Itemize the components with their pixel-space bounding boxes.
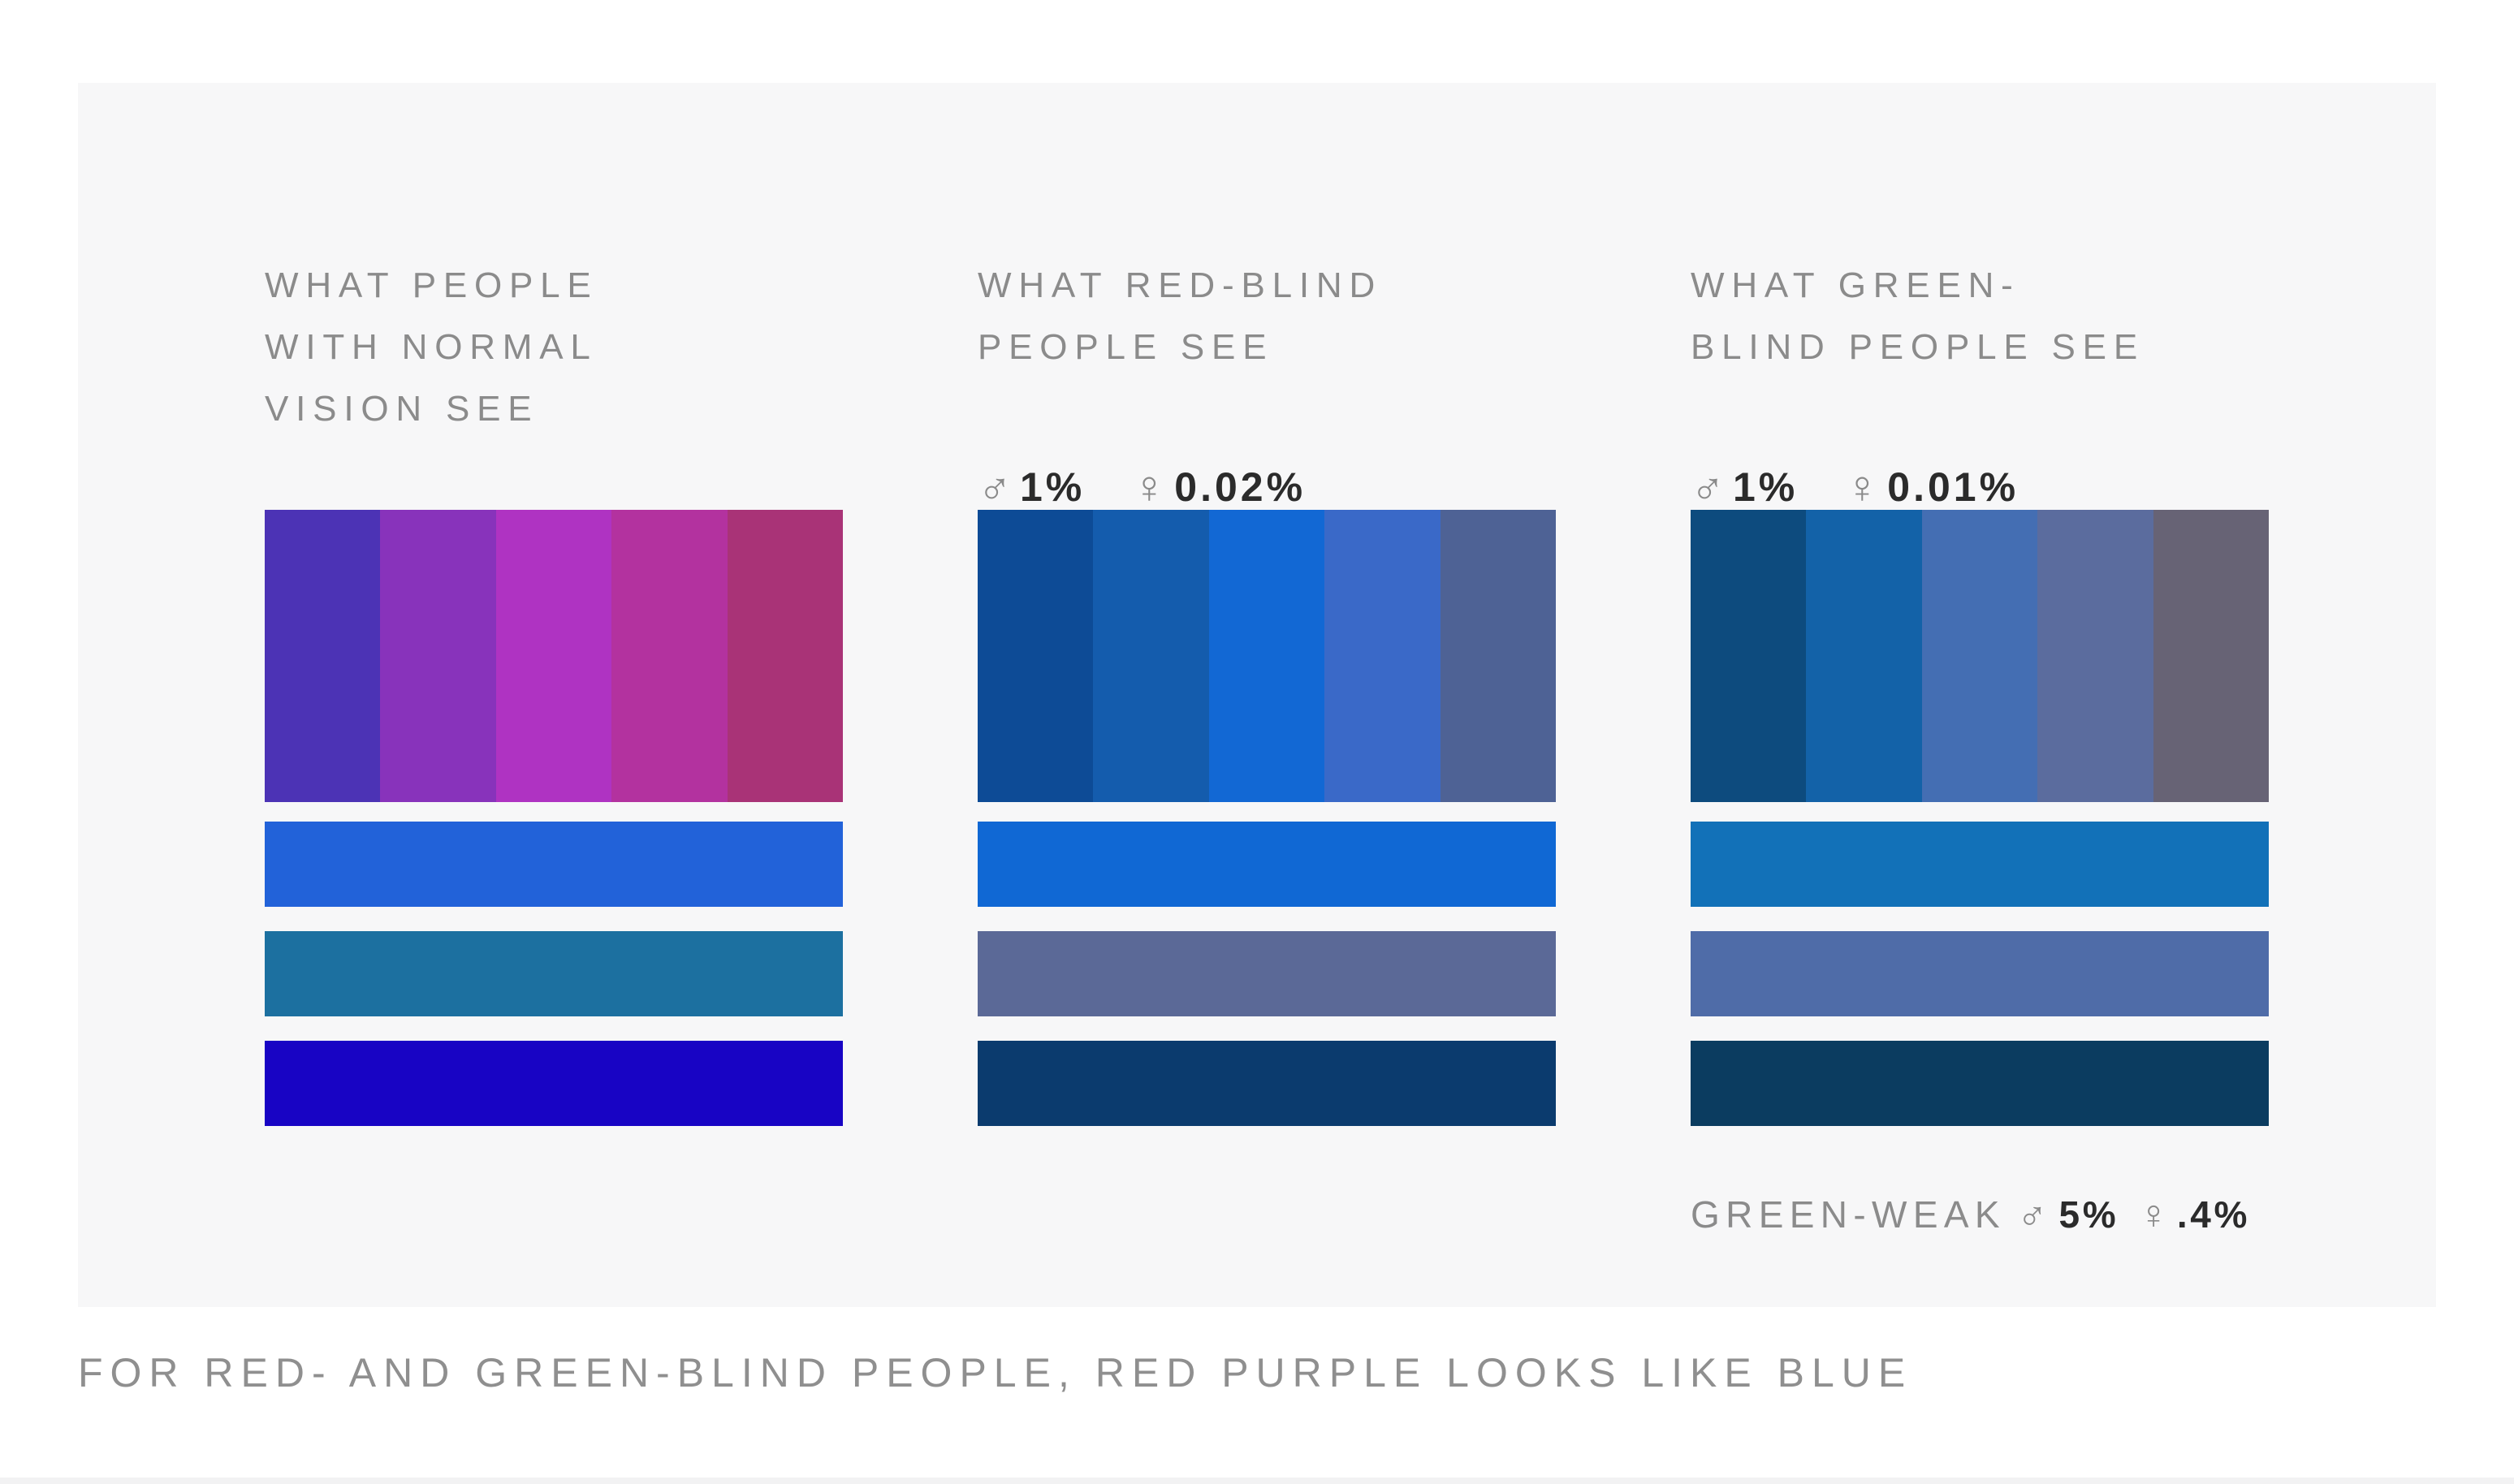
panel-title-line: VISION SEE <box>265 389 539 429</box>
green-weak-male-percentage: 5% <box>2058 1193 2119 1236</box>
panel-title: WHAT GREEN- BLIND PEOPLE SEE <box>1691 255 2145 378</box>
color-swatch <box>1093 510 1209 802</box>
panel-green-blind: WHAT GREEN- BLIND PEOPLE SEE ♂ 1% ♀ 0.01… <box>1691 83 2270 1307</box>
color-swatch <box>1208 510 1325 802</box>
prevalence-stats: ♂ 1% ♀ 0.01% <box>1691 461 2019 512</box>
female-stat: ♀ 0.01% <box>1845 461 2019 512</box>
color-swatch <box>380 510 496 802</box>
color-swatch <box>1921 510 2038 802</box>
color-swatch <box>1324 510 1441 802</box>
color-bar-stack <box>978 822 1556 1126</box>
panel-title-line: WHAT PEOPLE <box>265 265 598 305</box>
female-percentage: 0.01% <box>1887 464 2019 510</box>
color-swatch <box>265 510 381 802</box>
color-swatch <box>978 1041 1556 1126</box>
male-percentage: 1% <box>1733 464 1799 510</box>
panel-title: WHAT RED-BLIND PEOPLE SEE <box>978 255 1382 378</box>
color-swatch <box>1691 822 2269 907</box>
color-swatch <box>978 510 1094 802</box>
panel-title-line: WHAT GREEN- <box>1691 265 2020 305</box>
color-stripe-block <box>1691 510 2270 802</box>
panel-title-line: WHAT RED-BLIND <box>978 265 1383 305</box>
color-swatch <box>1691 1041 2269 1126</box>
bottom-edge-strip <box>0 1478 2514 1484</box>
female-icon: ♀ <box>1845 461 1880 512</box>
color-swatch <box>265 822 843 907</box>
color-swatch <box>611 510 728 802</box>
green-weak-stats: GREEN-WEAK ♂ 5% ♀ .4% <box>1691 1192 2250 1237</box>
caption-text: FOR RED- AND GREEN-BLIND PEOPLE, RED PUR… <box>78 1350 1913 1396</box>
female-icon: ♀ <box>1132 461 1167 512</box>
color-swatch <box>265 931 843 1016</box>
male-percentage: 1% <box>1020 464 1086 510</box>
green-weak-female-percentage: .4% <box>2176 1193 2251 1236</box>
panel-title: WHAT PEOPLE WITH NORMAL VISION SEE <box>265 255 598 440</box>
male-icon: ♂ <box>1691 461 1725 512</box>
male-icon: ♂ <box>2016 1192 2048 1237</box>
color-swatch <box>1440 510 1557 802</box>
color-swatch <box>1691 931 2269 1016</box>
color-swatch <box>1806 510 1922 802</box>
color-swatch <box>727 510 844 802</box>
male-stat: ♂ 1% <box>978 461 1086 512</box>
color-bar-stack <box>1691 822 2269 1126</box>
panel-title-line: WITH NORMAL <box>265 327 598 367</box>
color-bar-stack <box>265 822 843 1126</box>
green-weak-female-stat: ♀ .4% <box>2138 1192 2250 1237</box>
panel-red-blind: WHAT RED-BLIND PEOPLE SEE ♂ 1% ♀ 0.02% <box>978 83 1557 1307</box>
color-swatch <box>1691 510 1807 802</box>
color-swatch <box>2153 510 2270 802</box>
color-swatch <box>495 510 612 802</box>
panel-title-line: BLIND PEOPLE SEE <box>1691 327 2145 367</box>
prevalence-stats: ♂ 1% ♀ 0.02% <box>978 461 1307 512</box>
panel-normal-vision: WHAT PEOPLE WITH NORMAL VISION SEE <box>265 83 844 1307</box>
color-swatch <box>2037 510 2153 802</box>
color-swatch <box>978 931 1556 1016</box>
green-weak-label: GREEN-WEAK <box>1691 1193 2006 1236</box>
male-icon: ♂ <box>978 461 1012 512</box>
swatch-comparison-card: WHAT PEOPLE WITH NORMAL VISION SEE WHAT … <box>78 83 2436 1307</box>
female-icon: ♀ <box>2138 1192 2169 1237</box>
female-stat: ♀ 0.02% <box>1132 461 1307 512</box>
panel-title-line: PEOPLE SEE <box>978 327 1274 367</box>
color-swatch <box>265 1041 843 1126</box>
male-stat: ♂ 1% <box>1691 461 1799 512</box>
color-stripe-block <box>978 510 1557 802</box>
female-percentage: 0.02% <box>1174 464 1307 510</box>
color-stripe-block <box>265 510 844 802</box>
color-swatch <box>978 822 1556 907</box>
